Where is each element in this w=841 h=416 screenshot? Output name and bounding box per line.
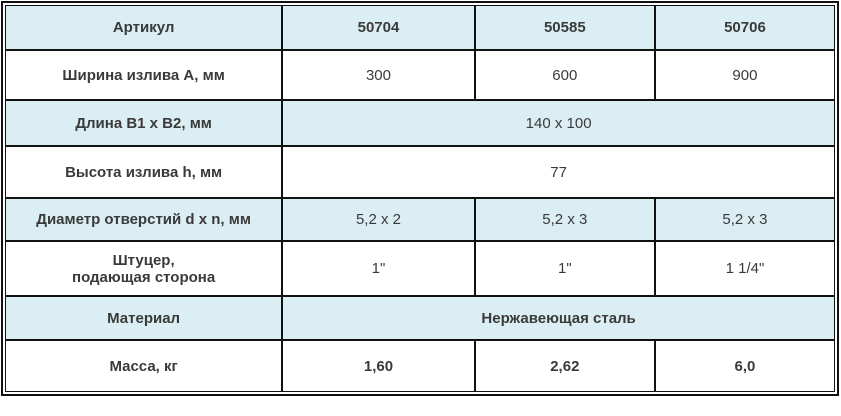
row-label-material: Материал	[5, 296, 283, 340]
cell-value: 2,62	[474, 340, 655, 392]
cell-value: 5,2 х 3	[654, 198, 835, 241]
table-row-material: Материал Нержавеющая сталь	[5, 296, 835, 340]
table-row-length: Длина B1 x B2, мм 140 x 100	[5, 100, 835, 146]
table-row-hole-diameter: Диаметр отверстий d x n, мм 5,2 х 2 5,2 …	[5, 198, 835, 241]
row-label-mass: Масса, кг	[5, 340, 283, 392]
cell-value: 1,60	[282, 340, 475, 392]
article-number-3: 50706	[654, 5, 835, 50]
cell-value: 5,2 х 3	[474, 198, 655, 241]
article-number-2: 50585	[474, 5, 655, 50]
row-header-article: Артикул	[5, 5, 283, 50]
cell-value-merged: Нержавеющая сталь	[282, 296, 835, 340]
cell-value: 6,0	[654, 340, 835, 392]
row-label-spout-height: Высота излива h, мм	[5, 146, 283, 198]
cell-value: 300	[282, 50, 475, 100]
table-row-article: Артикул 50704 50585 50706	[5, 5, 835, 50]
product-spec-table: Артикул 50704 50585 50706 Ширина излива …	[5, 5, 835, 392]
table-row-fitting: Штуцер, подающая сторона 1" 1" 1 1/4"	[5, 241, 835, 296]
cell-value: 1"	[282, 241, 475, 296]
cell-value: 1"	[474, 241, 655, 296]
spec-table-frame: Артикул 50704 50585 50706 Ширина излива …	[1, 1, 839, 396]
row-label-length: Длина B1 x B2, мм	[5, 100, 283, 146]
row-label-spout-width: Ширина излива А, мм	[5, 50, 283, 100]
row-label-fitting: Штуцер, подающая сторона	[5, 241, 283, 296]
table-row-spout-height: Высота излива h, мм 77	[5, 146, 835, 198]
article-number-1: 50704	[282, 5, 475, 50]
cell-value: 5,2 х 2	[282, 198, 475, 241]
cell-value: 1 1/4"	[654, 241, 835, 296]
cell-value-merged: 77	[282, 146, 835, 198]
table-row-spout-width: Ширина излива А, мм 300 600 900	[5, 50, 835, 100]
row-label-hole-diameter: Диаметр отверстий d x n, мм	[5, 198, 283, 241]
cell-value-merged: 140 x 100	[282, 100, 835, 146]
cell-value: 600	[474, 50, 655, 100]
table-row-mass: Масса, кг 1,60 2,62 6,0	[5, 340, 835, 392]
cell-value: 900	[654, 50, 835, 100]
